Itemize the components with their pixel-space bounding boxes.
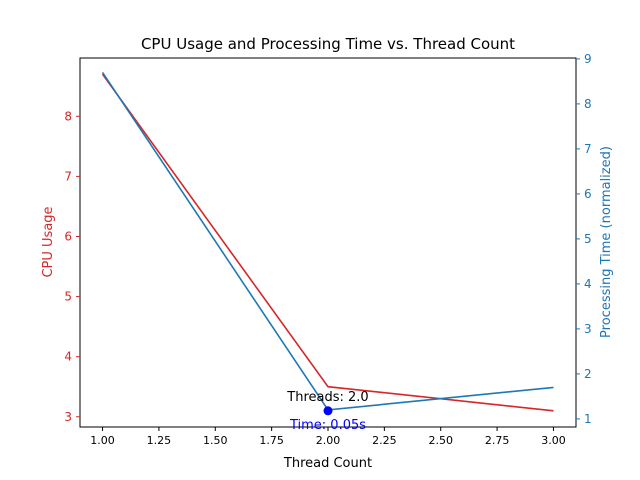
y-left-tick-label: 5 (64, 290, 72, 304)
x-tick-label: 1.25 (147, 434, 172, 447)
x-tick-label: 2.25 (372, 434, 397, 447)
x-tick-label: 2.00 (316, 434, 341, 447)
plot-area (101, 71, 554, 412)
y-right-tick-label: 6 (584, 187, 592, 201)
x-axis-label: Thread Count (283, 456, 372, 471)
highlight-label-time: Time: 0.05s (289, 418, 366, 433)
y-left-tick-label: 8 (64, 109, 72, 123)
x-tick-label: 2.50 (428, 434, 453, 447)
y-left-tick-label: 3 (64, 410, 72, 424)
cpu-usage-line (101, 73, 554, 412)
y-left-tick-label: 4 (64, 350, 72, 364)
y-right-tick-label: 3 (584, 322, 592, 336)
processing-time-line (101, 71, 554, 411)
y-right-tick-label: 1 (584, 412, 592, 426)
chart-title: CPU Usage and Processing Time vs. Thread… (141, 35, 515, 53)
y-right-tick-label: 8 (584, 97, 592, 111)
y-left-tick-label: 7 (64, 169, 72, 183)
x-tick-label: 2.75 (485, 434, 510, 447)
y-left-tick-label: 6 (64, 229, 72, 243)
y-right-tick-label: 5 (584, 232, 592, 246)
y-right-tick-label: 4 (584, 277, 592, 291)
x-tick-label: 1.00 (90, 434, 115, 447)
highlight-label-threads: Threads: 2.0 (286, 390, 368, 405)
y-right-tick-label: 9 (584, 52, 592, 66)
highlight-point (323, 406, 333, 416)
x-tick-label: 1.75 (259, 434, 284, 447)
y-right-tick-label: 7 (584, 142, 592, 156)
y-axis-left-label: CPU Usage (41, 206, 56, 277)
x-tick-label: 3.00 (541, 434, 566, 447)
y-axis-right-label: Processing Time (normalized) (599, 146, 614, 338)
x-tick-label: 1.50 (203, 434, 228, 447)
plot-frame (79, 57, 577, 428)
y-right-tick-label: 2 (584, 367, 592, 381)
